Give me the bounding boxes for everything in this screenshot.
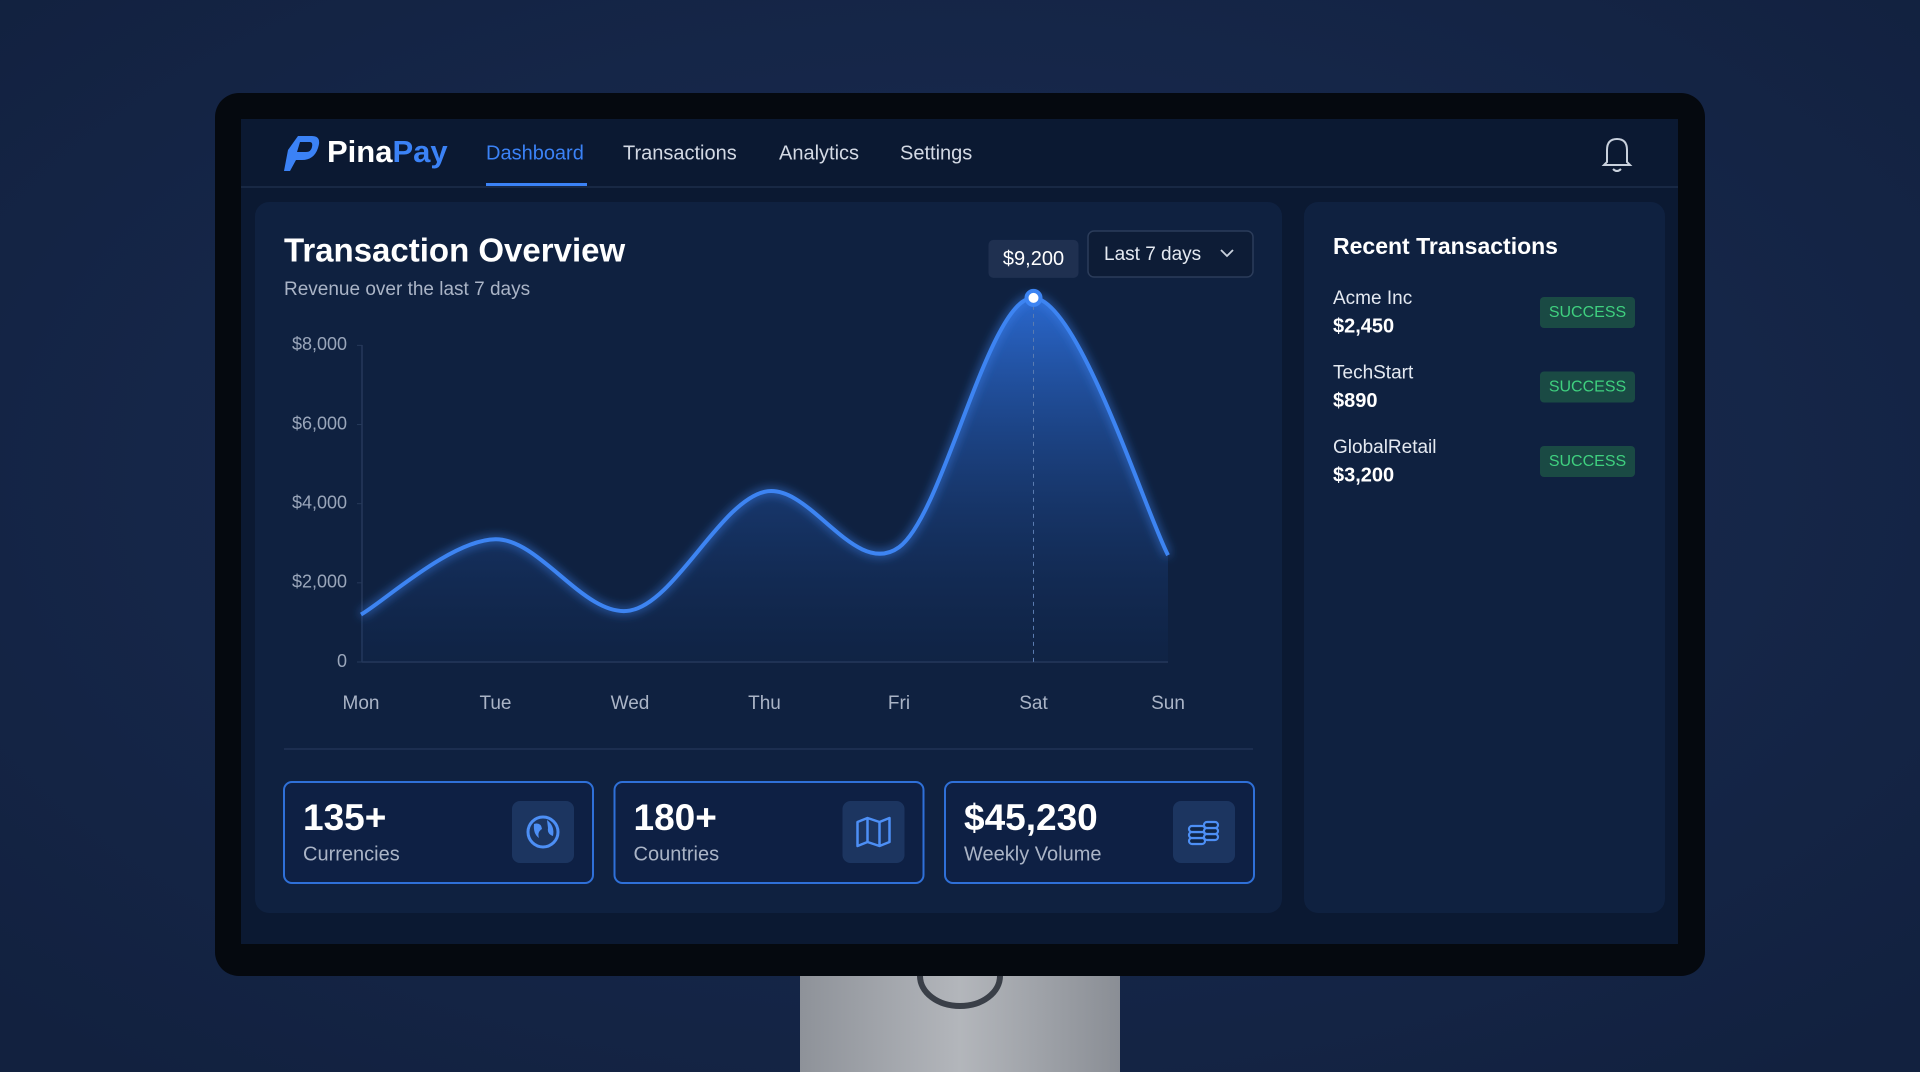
- overview-subtitle: Revenue over the last 7 days: [284, 279, 530, 300]
- chart: 0 $2,000 $4,000 $6,000 $8,000 Mon Tue Wed Thu Fri…: [292, 239, 1185, 714]
- logo[interactable]: PinaPay: [327, 134, 448, 169]
- transaction-name: GlobalRetail: [1333, 437, 1437, 458]
- notification-bell[interactable]: [1601, 137, 1633, 172]
- dropdown-box: [1087, 230, 1254, 278]
- status-badge: [1540, 371, 1635, 403]
- stat-value: 180+: [634, 797, 717, 838]
- stat-icon-box: [512, 801, 574, 863]
- x-tick-label: Wed: [611, 693, 650, 714]
- stand-hinge: [917, 975, 1003, 1009]
- x-tick-label: Thu: [748, 693, 781, 714]
- tooltip-label: $9,200: [1003, 248, 1064, 270]
- transaction-name: TechStart: [1333, 363, 1414, 384]
- transaction-row[interactable]: Acme Inc $2,450 SUCCESS: [1333, 288, 1635, 337]
- y-tick-label: $6,000: [292, 413, 347, 433]
- range-dropdown[interactable]: Last 7 days: [1087, 230, 1254, 278]
- x-tick-label: Tue: [479, 693, 511, 714]
- stat-icon-box: [842, 801, 905, 863]
- recent-title: Recent Transactions: [1333, 233, 1558, 259]
- peak-dot: [1024, 288, 1043, 307]
- y-tick-label: $2,000: [292, 572, 347, 592]
- transaction-amount: $3,200: [1333, 464, 1394, 486]
- status-badge: [1540, 446, 1635, 477]
- stat-card: $45,230 Weekly Volume: [944, 781, 1255, 884]
- logo-accent: Pay: [392, 134, 448, 169]
- map-icon: [856, 816, 891, 848]
- coin: [1202, 820, 1220, 830]
- transaction-amount: $2,450: [1333, 315, 1394, 337]
- transaction-row[interactable]: TechStart $890 SUCCESS: [1333, 363, 1635, 412]
- nav-item[interactable]: Analytics: [779, 142, 859, 164]
- globe-land: [533, 820, 554, 838]
- stat-label: Weekly Volume: [964, 843, 1101, 865]
- logo-primary: Pina: [327, 134, 393, 169]
- dropdown-chevron: [1220, 249, 1234, 258]
- stat-label: Currencies: [303, 843, 400, 865]
- stat-card: 135+ Currencies: [283, 781, 594, 884]
- y-tick-label: $4,000: [292, 492, 347, 512]
- tooltip-box: [988, 239, 1079, 278]
- area-line: [360, 295, 1170, 617]
- stat-label: Countries: [634, 843, 720, 865]
- dropdown-label: Last 7 days: [1104, 244, 1201, 265]
- x-tick-label: Mon: [343, 693, 380, 714]
- status-badge: [1540, 297, 1635, 328]
- stats: 135+ Currencies 180+ Countries $45,230 Weekly…: [283, 781, 1255, 884]
- x-tick-label: Sun: [1151, 693, 1185, 714]
- coin: [1187, 824, 1207, 834]
- nav-item[interactable]: Dashboard: [486, 142, 584, 164]
- x-tick-label: Sat: [1019, 693, 1048, 714]
- transaction-amount: $890: [1333, 390, 1378, 412]
- area-fill: [361, 297, 1168, 662]
- status-label: SUCCESS: [1549, 379, 1626, 396]
- recent-list: Acme Inc $2,450 SUCCESS TechStart $890 SUCCES…: [1333, 288, 1635, 486]
- transaction-row[interactable]: GlobalRetail $3,200 SUCCESS: [1333, 437, 1635, 486]
- logo-icon-hole: [297, 142, 313, 152]
- stat-value: 135+: [303, 797, 386, 838]
- globe-outline: [526, 815, 560, 849]
- nav-item[interactable]: Transactions: [623, 142, 737, 164]
- stat-value: $45,230: [964, 797, 1098, 838]
- nav-item[interactable]: Settings: [900, 142, 972, 164]
- x-tick-label: Fri: [888, 693, 910, 714]
- nav-active-underline: [486, 183, 587, 186]
- y-tick-label: 0: [337, 651, 347, 671]
- stat-card: 180+ Countries: [613, 781, 925, 884]
- transaction-name: Acme Inc: [1333, 288, 1412, 309]
- overview-title: Transaction Overview: [284, 232, 625, 269]
- monitor-stand: [800, 960, 1120, 1072]
- status-label: SUCCESS: [1549, 453, 1626, 470]
- y-tick-label: $8,000: [292, 334, 347, 354]
- status-label: SUCCESS: [1549, 304, 1626, 321]
